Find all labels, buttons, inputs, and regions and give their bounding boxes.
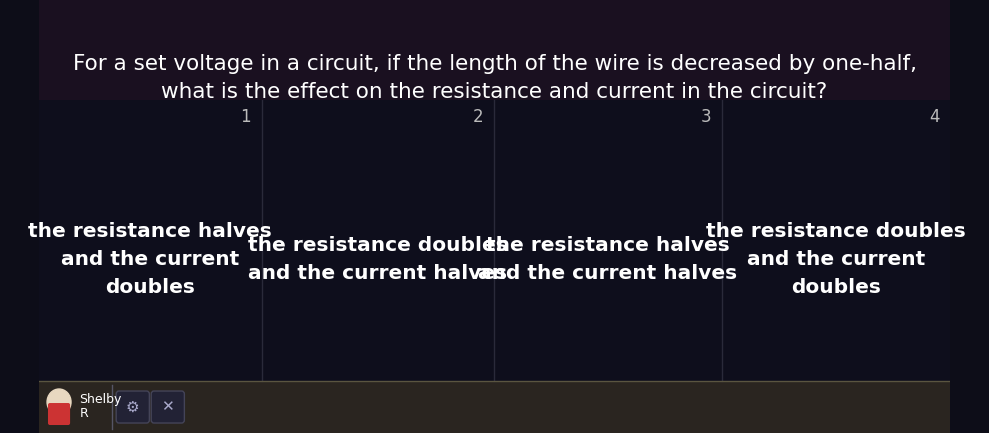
Text: 1: 1 xyxy=(240,108,251,126)
FancyBboxPatch shape xyxy=(39,0,950,100)
Polygon shape xyxy=(39,0,950,433)
FancyBboxPatch shape xyxy=(39,381,950,433)
Text: the resistance doubles
and the current
doubles: the resistance doubles and the current d… xyxy=(706,222,966,297)
Text: the resistance halves
and the current
doubles: the resistance halves and the current do… xyxy=(29,222,272,297)
Text: ✕: ✕ xyxy=(161,400,174,414)
FancyBboxPatch shape xyxy=(151,391,184,423)
Text: 2: 2 xyxy=(473,108,483,126)
Text: For a set voltage in a circuit, if the length of the wire is decreased by one-ha: For a set voltage in a circuit, if the l… xyxy=(72,54,917,74)
FancyBboxPatch shape xyxy=(39,100,950,381)
Text: Shelby: Shelby xyxy=(79,393,122,406)
Text: ⚙: ⚙ xyxy=(126,400,139,414)
Text: the resistance halves
and the current halves: the resistance halves and the current ha… xyxy=(479,236,738,283)
Text: the resistance doubles
and the current halves: the resistance doubles and the current h… xyxy=(248,236,507,283)
Text: what is the effect on the resistance and current in the circuit?: what is the effect on the resistance and… xyxy=(161,82,828,102)
Text: 3: 3 xyxy=(701,108,711,126)
FancyBboxPatch shape xyxy=(116,391,149,423)
Text: 4: 4 xyxy=(930,108,941,126)
Text: R: R xyxy=(79,407,88,420)
FancyBboxPatch shape xyxy=(48,403,70,425)
Circle shape xyxy=(47,389,71,415)
